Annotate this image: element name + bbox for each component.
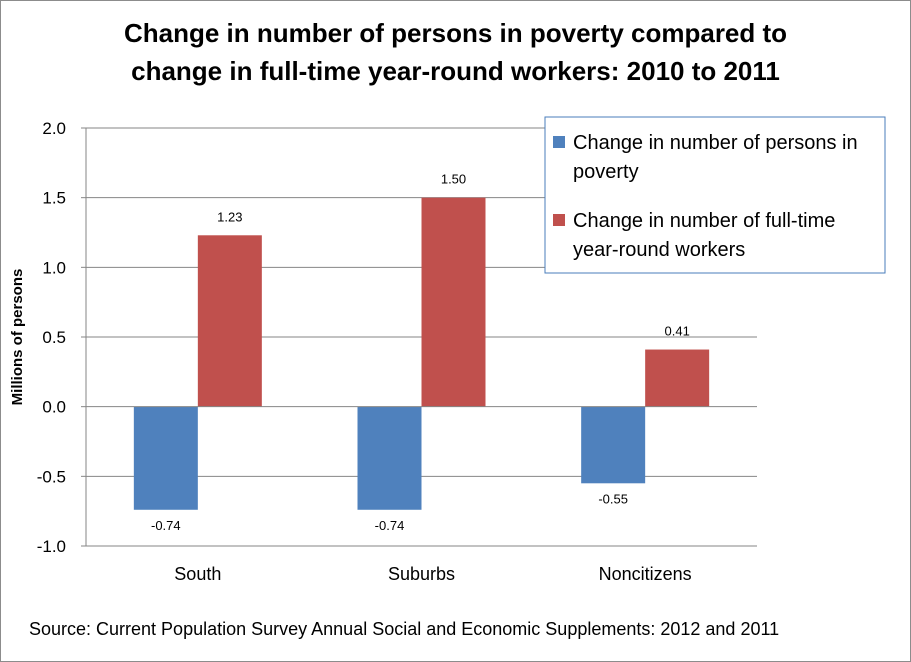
chart-title-line-1: Change in number of persons in poverty c… xyxy=(123,18,788,48)
bar-workers-suburbs xyxy=(421,197,486,407)
legend-label-poverty-line-2: poverty xyxy=(573,161,639,183)
y-tick-label: -0.5 xyxy=(37,467,66,486)
y-tick-label: 1.0 xyxy=(42,258,66,277)
x-tick-label: Suburbs xyxy=(388,564,455,584)
bar-poverty-noncitizens xyxy=(581,406,646,484)
y-tick-label: 2.0 xyxy=(42,119,66,138)
bar-workers-south xyxy=(197,235,262,407)
legend-box xyxy=(544,116,886,274)
legend: Change in number of persons in poverty C… xyxy=(544,116,886,274)
legend-label-workers-line-1: Change in number of full-time xyxy=(573,210,835,232)
source-note: Source: Current Population Survey Annual… xyxy=(29,619,780,639)
y-tick-label: -1.0 xyxy=(37,537,66,556)
y-axis-label: Millions of persons xyxy=(9,269,26,406)
legend-label-workers-line-2: year-round workers xyxy=(573,239,745,261)
legend-swatch-poverty xyxy=(553,136,565,148)
tick-labels: 2.0 1.5 1.0 0.5 0.0 -0.5 -1.0 South Suburbs Nonci… xyxy=(37,119,692,584)
bar-workers-noncitizens xyxy=(645,349,710,407)
legend-swatch-workers xyxy=(553,214,565,226)
x-tick-label: South xyxy=(174,564,221,584)
data-label: 0.41 xyxy=(665,324,690,339)
data-label: 1.50 xyxy=(441,172,466,187)
data-label: 1.23 xyxy=(217,209,242,224)
data-label: -0.74 xyxy=(375,518,405,533)
y-tick-label: 0.5 xyxy=(42,328,66,347)
data-label: -0.55 xyxy=(598,491,628,506)
y-tick-label: 0.0 xyxy=(42,398,66,417)
legend-label-poverty-line-1: Change in number of persons in xyxy=(573,132,858,154)
x-tick-label: Noncitizens xyxy=(599,564,692,584)
chart-title-line-2: change in full-time year-round workers: … xyxy=(131,56,780,86)
axes xyxy=(81,127,87,547)
y-tick-label: 1.5 xyxy=(42,189,66,208)
bar-poverty-suburbs xyxy=(357,406,422,510)
data-label: -0.74 xyxy=(151,518,181,533)
data-labels: -0.74 1.23 -0.74 1.50 -0.55 0.41 xyxy=(151,172,690,533)
bar-poverty-south xyxy=(133,406,198,510)
chart-title: Change in number of persons in poverty c… xyxy=(0,14,911,90)
bars xyxy=(86,197,757,510)
